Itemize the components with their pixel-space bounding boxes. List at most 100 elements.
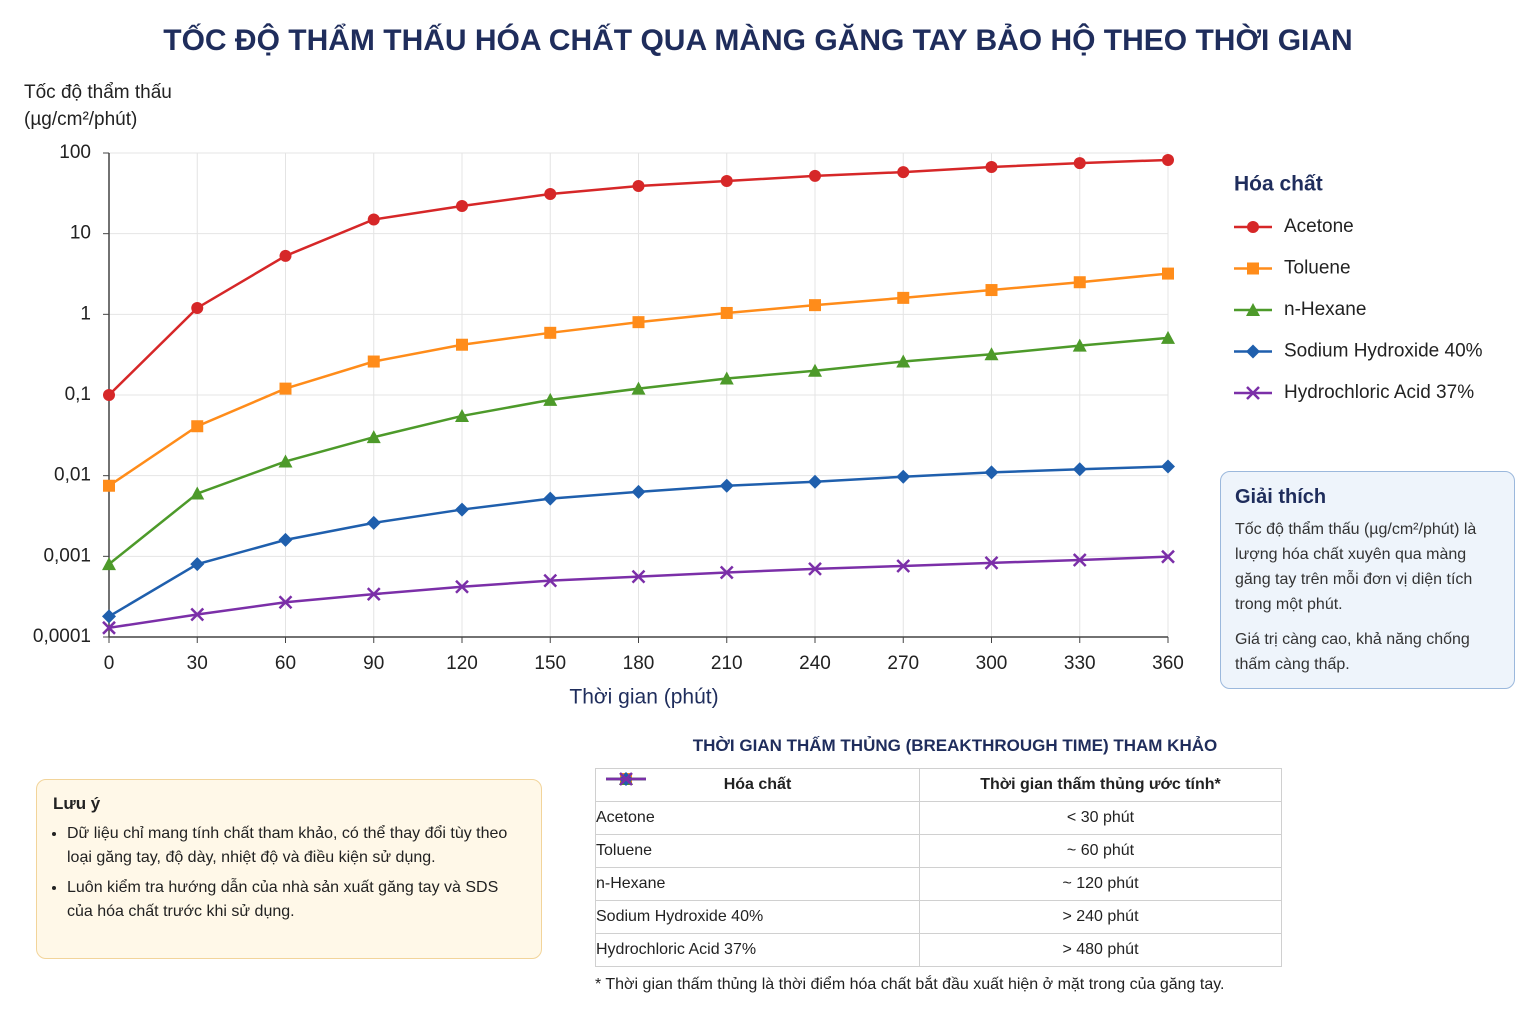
marker (103, 389, 115, 401)
legend-label: Sodium Hydroxide 40% (1284, 341, 1483, 362)
y-tick-label: 0,01 (54, 465, 91, 486)
y-tick-label: 0,0001 (33, 626, 91, 647)
table-row: Toluene ~ 60 phút (595, 772, 1282, 868)
marker (808, 363, 822, 377)
y-tick-label: 100 (59, 142, 91, 163)
marker (631, 569, 646, 584)
note-item: Luôn kiểm tra hướng dẫn của nhà sản xuất… (67, 876, 525, 924)
marker (1073, 157, 1086, 170)
chemical-name: n-Hexane (596, 874, 666, 892)
table-cell: > 240 phút (919, 900, 1282, 934)
y-axis-label: Tốc độ thẩm thấu (24, 82, 172, 103)
table-row: Sodium Hydroxide 40% > 240 phút (595, 771, 1282, 934)
marker (191, 420, 204, 433)
y-tick-label: 0,1 (65, 384, 91, 405)
marker (366, 587, 381, 602)
marker (984, 347, 999, 361)
marker (544, 188, 557, 201)
marker (278, 595, 293, 610)
marker (720, 306, 733, 319)
x-tick-label: 150 (534, 653, 566, 674)
marker (985, 161, 998, 174)
marker (102, 557, 116, 571)
marker (1246, 386, 1260, 400)
table-row: n-Hexane ~ 120 phút (595, 771, 1282, 901)
explanation-text: Giá trị càng cao, khả năng chống thấm cà… (1235, 631, 1470, 673)
y-axis-label: (µg/cm²/phút) (24, 109, 137, 130)
table-cell: < 30 phút (919, 801, 1282, 835)
chart-title: TỐC ĐỘ THẨM THẤU HÓA CHẤT QUA MÀNG GĂNG … (163, 23, 1352, 57)
marker (719, 565, 734, 580)
table-title: THỜI GIAN THẤM THỦNG (BREAKTHROUGH TIME)… (692, 736, 1218, 755)
marker (278, 532, 293, 547)
marker (102, 609, 116, 624)
marker (632, 179, 645, 192)
table-cell: ~ 120 phút (919, 867, 1282, 901)
marker (278, 454, 293, 468)
x-tick-label: 300 (976, 653, 1008, 674)
x-tick-label: 240 (799, 653, 831, 674)
marker (808, 561, 822, 576)
marker (985, 284, 998, 297)
marker (455, 502, 469, 517)
marker (543, 491, 558, 506)
table: Hóa chất Thời gian thấm thủng ước tính* … (595, 768, 1282, 967)
marker (809, 299, 821, 312)
marker (103, 479, 115, 492)
x-tick-label: 210 (711, 653, 743, 674)
marker (1162, 153, 1174, 166)
marker (367, 355, 380, 368)
marker (720, 174, 733, 187)
chemical-name: Acetone (596, 808, 655, 826)
marker (809, 169, 821, 182)
table-cell: Toluene (595, 772, 920, 868)
marker (367, 213, 380, 226)
marker (279, 249, 292, 262)
explanation-text: Tốc độ thẩm thấu (µg/cm²/phút) là lượng … (1235, 521, 1477, 613)
x-tick-label: 330 (1064, 653, 1096, 674)
table-row: Acetone < 30 phút (595, 772, 1282, 835)
table-cell: ~ 60 phút (919, 834, 1282, 868)
x-tick-label: 120 (446, 653, 478, 674)
marker (190, 557, 205, 572)
x-tick-label: 360 (1152, 653, 1184, 674)
marker (1072, 338, 1087, 352)
marker (1161, 330, 1175, 344)
chemical-name: Hydrochloric Acid 37% (596, 940, 757, 958)
legend-label: Acetone (1284, 216, 1354, 237)
chemical-name: Sodium Hydroxide 40% (596, 907, 764, 925)
marker (1246, 303, 1260, 316)
marker (1072, 553, 1087, 567)
marker (632, 316, 645, 329)
marker (1073, 276, 1086, 289)
explanation-box: Giải thích Tốc độ thẩm thấu (µg/cm²/phút… (1220, 471, 1515, 689)
y-tick-label: 0,001 (43, 545, 91, 566)
x-tick-label: 270 (887, 653, 919, 674)
marker (543, 392, 558, 406)
x-tick-label: 180 (623, 653, 655, 674)
note-title: Lưu ý (53, 794, 101, 813)
marker (190, 486, 205, 500)
marker (366, 515, 381, 530)
marker (1161, 459, 1175, 474)
marker (896, 354, 911, 368)
marker (543, 573, 558, 588)
table-cell: n-Hexane (595, 771, 920, 901)
marker (808, 474, 822, 489)
marker (631, 381, 646, 395)
x-tick-label: 0 (104, 653, 115, 674)
row-icon (605, 771, 646, 786)
note-item: Dữ liệu chỉ mang tính chất tham khảo, có… (67, 822, 525, 870)
x-tick-label: 90 (363, 653, 384, 674)
marker (190, 607, 205, 622)
marker (984, 465, 999, 480)
marker (897, 166, 910, 179)
marker (456, 200, 468, 213)
y-tick-label: 1 (80, 303, 91, 324)
table-row: Hydrochloric Acid 37% > 480 phút (595, 771, 1282, 967)
marker (631, 484, 646, 499)
marker (456, 338, 468, 351)
explanation-title: Giải thích (1235, 486, 1327, 508)
table-cell: Acetone (595, 772, 920, 835)
